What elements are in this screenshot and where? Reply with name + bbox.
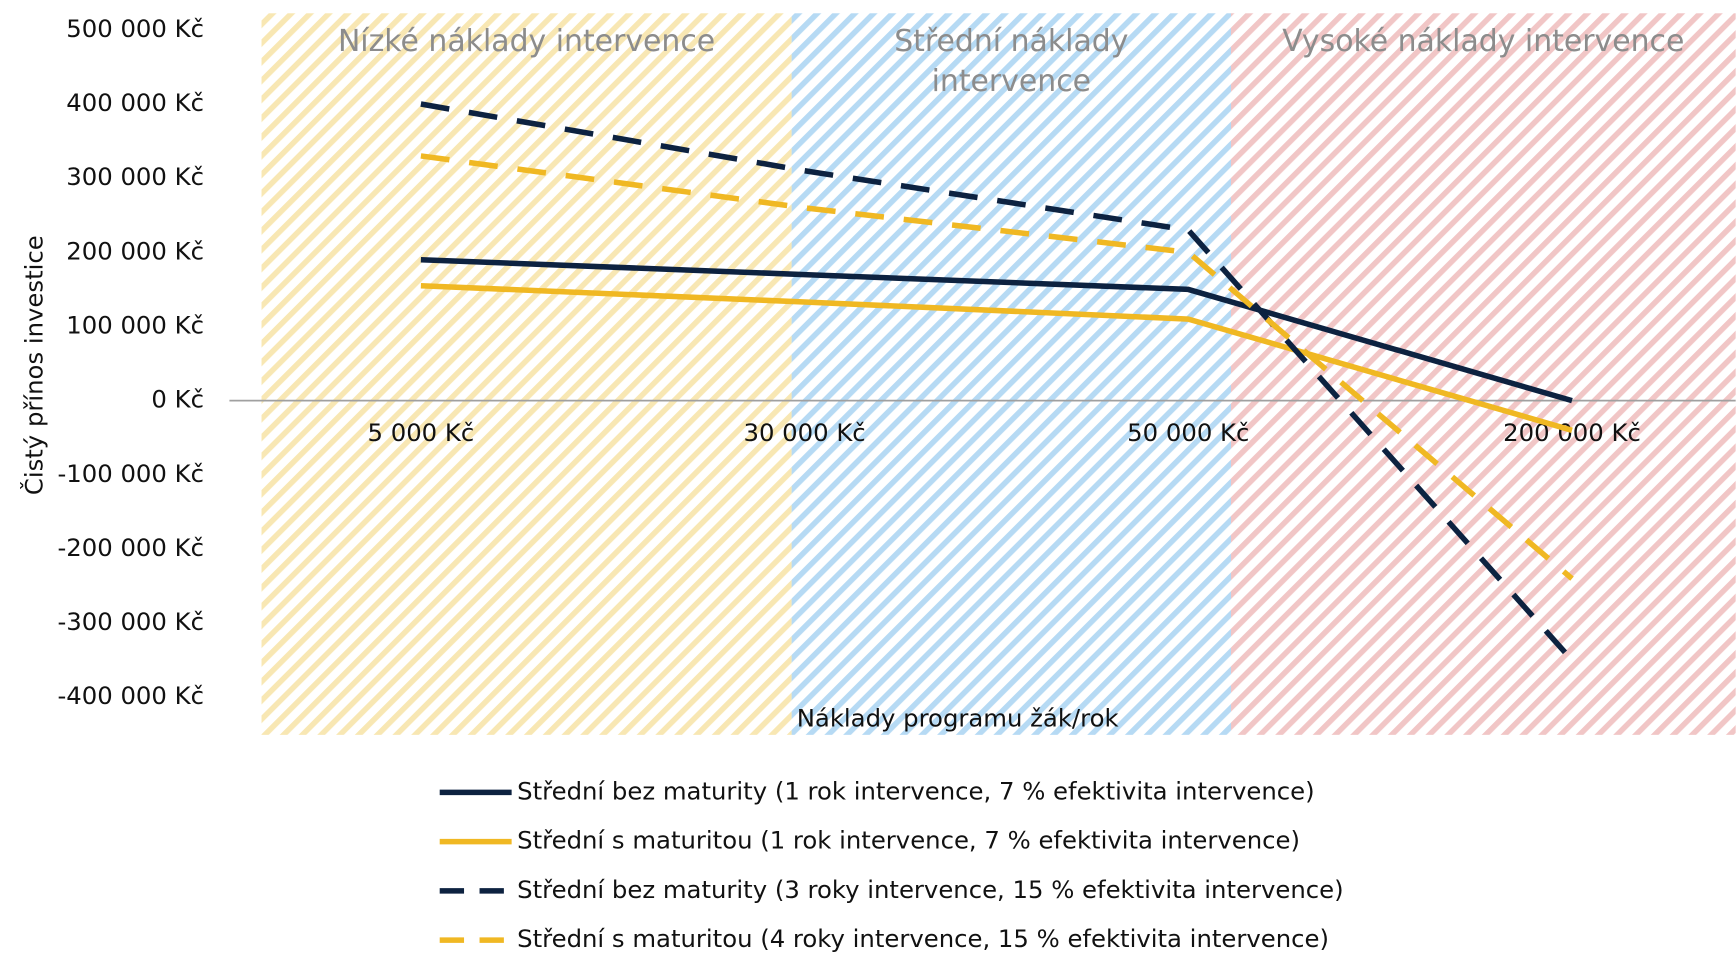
- x-tick-label: 50 000 Kč: [1127, 418, 1249, 447]
- legend-label: Střední bez maturity (1 rok intervence, …: [517, 776, 1314, 805]
- y-tick-label: 0 Kč: [151, 385, 204, 414]
- zone-label: Střední náklady intervence: [894, 24, 1129, 99]
- y-tick-label: 100 000 Kč: [66, 310, 204, 339]
- zone: [261, 13, 792, 735]
- line-series: [420, 256, 1573, 404]
- legend-label: Střední bez maturity (3 roky intervence,…: [517, 875, 1343, 904]
- y-tick-label: -100 000 Kč: [58, 459, 204, 488]
- y-tick-label: 200 000 Kč: [66, 236, 204, 265]
- legend-label: Střední s maturitou (1 rok intervence, 7…: [517, 826, 1300, 855]
- y-axis-title: Čistý přínos investice: [19, 235, 49, 495]
- y-tick-label: -300 000 Kč: [58, 607, 204, 636]
- y-tick-label: -400 000 Kč: [58, 681, 204, 710]
- y-tick-label: -200 000 Kč: [58, 533, 204, 562]
- zone-label-box: Vysoké náklady intervence: [1282, 24, 1685, 59]
- zone-label: Vysoké náklady intervence: [1282, 24, 1685, 59]
- x-axis-title: Náklady programu žák/rok: [797, 703, 1120, 732]
- x-tick-label: 5 000 Kč: [368, 418, 475, 447]
- zone-label-box: Nízké náklady intervence: [337, 24, 716, 59]
- y-tick-label: 300 000 Kč: [66, 162, 204, 191]
- y-tick-label: 400 000 Kč: [66, 88, 204, 117]
- zone-label: Nízké náklady intervence: [337, 24, 716, 59]
- y-tick-label: 500 000 Kč: [66, 14, 204, 43]
- legend-label: Střední s maturitou (4 roky intervence, …: [517, 924, 1329, 953]
- x-tick-label: 30 000 Kč: [743, 418, 865, 447]
- line-series: [420, 282, 1573, 433]
- zone: [791, 13, 1232, 735]
- zone-label-box: Střední náklady intervence: [894, 24, 1129, 99]
- x-tick-label: 200 000 Kč: [1503, 418, 1641, 447]
- line-series: [420, 153, 1574, 581]
